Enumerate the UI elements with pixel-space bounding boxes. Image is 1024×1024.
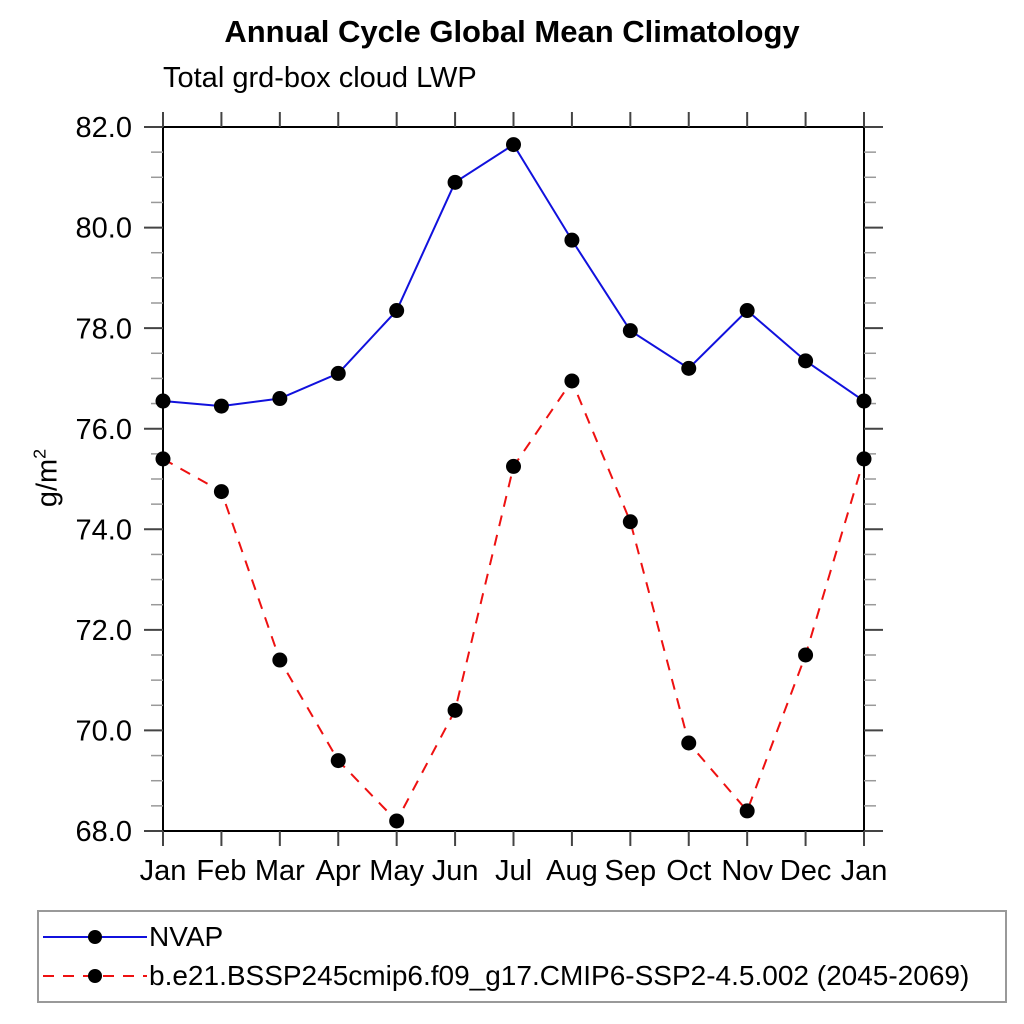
data-point-marker-series-1: [155, 451, 171, 467]
data-point-marker-series-1: [213, 484, 229, 500]
legend-marker: [88, 929, 102, 944]
legend-line-sample: [43, 929, 147, 944]
y-tick-label: 78.0: [76, 313, 132, 345]
x-tick-label: Jul: [495, 855, 532, 887]
x-tick-label: Jan: [140, 855, 187, 887]
data-point-marker-series-1: [681, 735, 697, 751]
x-tick-label: Nov: [721, 855, 773, 887]
x-tick-label: Feb: [196, 855, 246, 887]
plot-frame: [162, 126, 865, 832]
legend-line-sample: [43, 969, 147, 984]
y-tick-label: 82.0: [76, 112, 132, 144]
y-tick-label: 76.0: [76, 414, 132, 446]
x-tick-label: Sep: [605, 855, 657, 887]
data-point-marker-series-0: [681, 360, 697, 376]
legend-item-1: b.e21.BSSP245cmip6.f09_g17.CMIP6-SSP2-4.…: [39, 960, 1005, 992]
x-tick-label: Jun: [432, 855, 479, 887]
data-point-marker-series-0: [739, 303, 755, 319]
data-point-marker-series-1: [330, 753, 346, 769]
data-point-marker-series-1: [739, 803, 755, 819]
data-point-marker-series-0: [856, 393, 872, 409]
x-tick-label: Dec: [780, 855, 832, 887]
data-point-marker-series-1: [506, 458, 521, 474]
data-point-marker-series-1: [622, 514, 638, 530]
data-point-marker-series-0: [564, 232, 580, 248]
data-point-marker-series-0: [213, 398, 229, 414]
data-point-marker-series-1: [272, 652, 288, 668]
y-tick-label: 68.0: [76, 816, 132, 848]
data-point-marker-series-0: [798, 353, 814, 369]
data-point-marker-series-1: [564, 373, 580, 389]
x-tick-label: Oct: [666, 855, 711, 887]
data-point-marker-series-1: [447, 702, 463, 718]
series-line-1: [162, 378, 865, 823]
series-line-0: [162, 143, 865, 408]
data-point-marker-series-1: [856, 451, 872, 467]
legend-item-0: NVAP: [39, 920, 1005, 952]
data-point-marker-series-0: [155, 393, 171, 409]
data-point-marker-series-0: [330, 365, 346, 381]
data-point-marker-series-0: [622, 323, 638, 339]
y-tick-label: 80.0: [76, 213, 132, 245]
legend-box: NVAP b.e21.BSSP245cmip6.f09_g17.CMIP6-SSP…: [37, 910, 1007, 1003]
legend-label: NVAP: [149, 920, 224, 952]
y-tick-label: 74.0: [76, 514, 132, 546]
data-point-marker-series-1: [389, 813, 405, 829]
chart-subtitle: Total grd-box cloud LWP: [163, 62, 477, 94]
x-tick-label: Mar: [255, 855, 305, 887]
x-tick-label: May: [369, 855, 424, 887]
x-tick-label: Apr: [316, 855, 361, 887]
data-point-marker-series-0: [272, 391, 288, 407]
page-title: Annual Cycle Global Mean Climatology: [224, 14, 800, 49]
x-tick-label: Jan: [841, 855, 888, 887]
y-tick-label: 70.0: [76, 716, 132, 748]
data-point-marker-series-0: [389, 303, 405, 319]
legend-marker: [88, 969, 102, 984]
data-point-marker-series-1: [798, 647, 814, 663]
y-tick-label: 72.0: [76, 615, 132, 647]
x-tick-label: Aug: [546, 855, 598, 887]
legend-label: b.e21.BSSP245cmip6.f09_g17.CMIP6-SSP2-4.…: [149, 960, 970, 992]
data-point-marker-series-0: [447, 174, 463, 190]
data-point-marker-series-0: [506, 137, 521, 153]
